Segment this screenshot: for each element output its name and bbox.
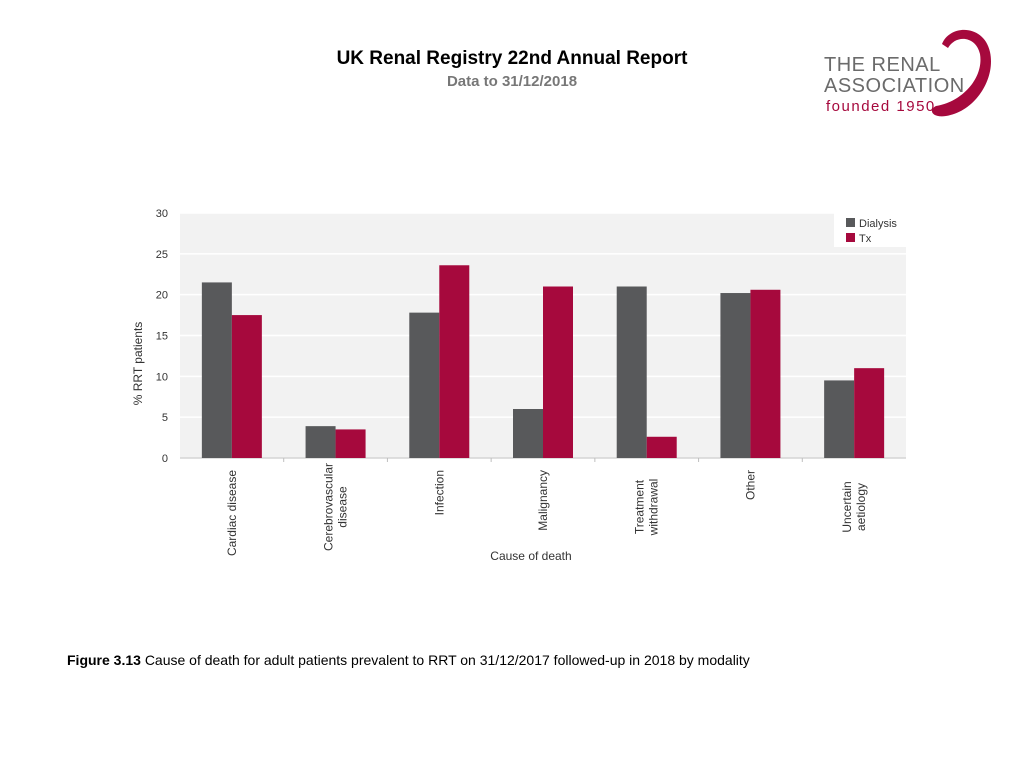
bar-tx xyxy=(854,368,885,458)
logo-line-1: THE RENAL xyxy=(824,54,941,76)
bar-tx xyxy=(750,289,781,458)
y-axis-title: % RRT patients xyxy=(131,322,145,406)
y-tick-label: 5 xyxy=(162,412,168,424)
logo-swoosh-icon xyxy=(931,29,991,117)
bar-dialysis xyxy=(720,293,751,458)
y-tick-label: 20 xyxy=(156,290,168,302)
bar-dialysis xyxy=(824,380,855,458)
x-axis-title: Cause of death xyxy=(490,549,571,563)
y-tick-label: 25 xyxy=(156,249,168,261)
bar-dialysis xyxy=(409,312,440,458)
bar-dialysis xyxy=(616,286,647,458)
legend-label-dialysis: Dialysis xyxy=(859,218,897,230)
x-tick-label: Cerebrovasculardisease xyxy=(322,463,350,551)
legend-label-tx: Tx xyxy=(859,233,872,245)
report-title: UK Renal Registry 22nd Annual Report xyxy=(336,48,688,69)
bar-dialysis xyxy=(201,282,232,458)
legend-swatch-tx xyxy=(846,233,855,242)
bar-tx xyxy=(646,436,677,458)
bar-tx xyxy=(543,286,573,458)
y-tick-label: 30 xyxy=(156,208,168,220)
figure-label: Figure 3.13 xyxy=(67,652,141,668)
figure-caption: Figure 3.13 Cause of death for adult pat… xyxy=(67,652,750,668)
report-subtitle: Data to 31/12/2018 xyxy=(446,73,578,90)
bar-tx xyxy=(439,265,470,458)
y-tick-label: 0 xyxy=(162,453,168,465)
bar-dialysis xyxy=(305,426,336,458)
renal-association-logo: THE RENAL ASSOCIATION founded 1950 xyxy=(824,22,994,122)
bar-tx xyxy=(231,315,262,458)
x-tick-label: Treatmentwithdrawal xyxy=(633,479,661,537)
x-tick-label: Uncertainaetiology xyxy=(840,481,868,532)
cause-of-death-bar-chart: 0 5 10 15 20 25 30 Cardiac disease Cerebrovascul… xyxy=(131,208,906,563)
logo-line-3: founded 1950 xyxy=(826,98,936,115)
x-tick-label: Cardiac disease xyxy=(225,470,239,556)
bar-tx xyxy=(335,429,366,458)
bar-dialysis xyxy=(513,409,543,458)
x-tick-label: Malignancy xyxy=(536,470,550,531)
report-header: UK Renal Registry 22nd Annual Report Dat… xyxy=(0,46,1024,92)
figure-caption-text: Cause of death for adult patients preval… xyxy=(144,652,750,668)
legend-swatch-dialysis xyxy=(846,218,855,227)
x-tick-label: Other xyxy=(743,470,757,500)
y-tick-label: 15 xyxy=(156,331,168,343)
y-tick-label: 10 xyxy=(156,371,168,383)
x-tick-label: Infection xyxy=(432,470,446,515)
logo-line-2: ASSOCIATION xyxy=(824,75,965,97)
